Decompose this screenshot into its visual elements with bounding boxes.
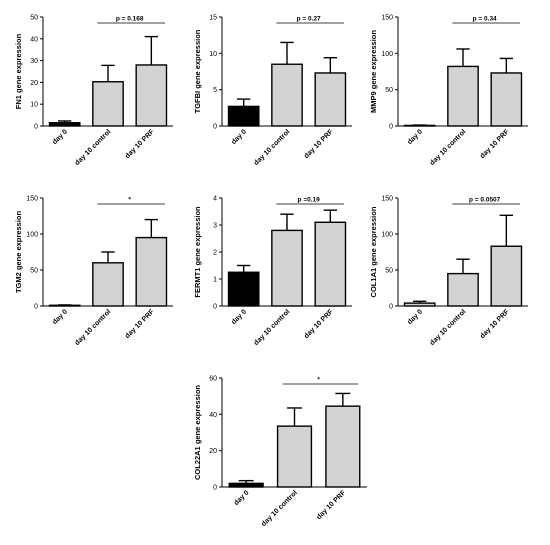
category-label: day 0 [233, 489, 251, 507]
bar [271, 229, 303, 307]
category-label: day 10 control [260, 489, 299, 528]
bar [227, 105, 260, 127]
bar [447, 272, 479, 307]
chart-panel-3: 0 50 100 150 MMP9 gene expression day 0 day 10… [369, 15, 528, 167]
category-label: day 10 PRF [124, 128, 156, 160]
chart-panel-1: 0 10 20 30 40 50 FN1 gene expression day 0 day 1… [14, 15, 173, 167]
y-axis-title: FERMT1 gene expression [193, 206, 202, 298]
category-label: day 10 control [429, 128, 468, 167]
y-tick-label: 40 [209, 412, 217, 419]
category-label: day 10 PRF [316, 489, 348, 521]
bar [403, 302, 436, 307]
bar [227, 271, 260, 307]
category-label: day 0 [230, 308, 248, 326]
category-label: day 10 PRF [303, 128, 335, 160]
y-tick-label: 100 [26, 232, 38, 239]
y-tick-label: 50 [385, 268, 393, 275]
y-tick-label: 60 [209, 376, 217, 383]
y-tick-label: 20 [30, 80, 38, 87]
bar [92, 262, 124, 307]
y-tick-label: 20 [209, 448, 217, 455]
y-tick-label: 10 [30, 102, 38, 109]
y-tick-label: 0 [213, 124, 217, 131]
category-label: day 10 control [429, 308, 468, 347]
y-tick-label: 50 [30, 268, 38, 275]
significance-label: * [317, 377, 320, 384]
chart-panel-5: 0 1 2 3 4 FERMT1 gene expression day 0 day 10 c… [193, 196, 352, 347]
significance-label: p = 0.34 [473, 16, 497, 23]
y-tick-label: 0 [389, 304, 393, 311]
y-tick-label: 1 [213, 277, 217, 284]
y-tick-label: 150 [381, 15, 393, 22]
category-label: day 10 control [253, 128, 292, 167]
significance-label: p = 0.168 [116, 16, 144, 23]
bar [48, 122, 81, 127]
bar [314, 221, 347, 307]
y-tick-label: 100 [381, 51, 393, 58]
y-tick-label: 10 [209, 51, 217, 58]
y-axis-title: COL22A1 gene expression [193, 385, 202, 480]
bar [490, 245, 523, 307]
category-label: day 0 [230, 128, 248, 146]
y-axis-title: TGM2 gene expression [14, 211, 23, 294]
chart-panel-7: 0 20 40 60 COL22A1 gene expression day 0 day 1… [193, 376, 367, 528]
bar [276, 425, 313, 488]
y-tick-label: 2 [213, 250, 217, 257]
y-tick-label: 0 [34, 124, 38, 131]
y-tick-label: 4 [213, 196, 217, 203]
bar [271, 63, 303, 127]
y-tick-label: 50 [385, 87, 393, 94]
bar [92, 81, 124, 127]
significance-label: * [128, 197, 131, 204]
category-label: day 10 control [253, 308, 292, 347]
bar [490, 72, 523, 127]
y-tick-label: 15 [209, 15, 217, 22]
category-label: day 0 [51, 128, 69, 146]
y-tick-label: 50 [30, 15, 38, 22]
bar [228, 482, 264, 488]
y-tick-label: 150 [381, 196, 393, 203]
chart-panel-2: 0 5 10 15 TGFBI gene expression day 0 day 10 c… [193, 15, 352, 167]
y-tick-label: 5 [213, 87, 217, 94]
category-label: day 0 [406, 128, 424, 146]
category-label: day 10 control [74, 308, 113, 347]
y-axis-title: MMP9 gene expression [369, 30, 378, 113]
significance-label: p =0.19 [298, 197, 321, 204]
category-label: day 10 PRF [479, 128, 511, 160]
bar [135, 64, 168, 127]
y-axis-title: TGFBI gene expression [193, 29, 202, 113]
y-tick-label: 40 [30, 36, 38, 43]
category-label: day 10 control [74, 128, 113, 167]
bar [325, 405, 361, 488]
y-tick-label: 150 [26, 196, 38, 203]
y-tick-label: 3 [213, 223, 217, 230]
y-axis-title: FN1 gene expression [14, 33, 23, 109]
category-label: day 10 PRF [124, 308, 156, 340]
bar [135, 236, 168, 307]
category-label: day 0 [406, 308, 424, 326]
significance-label: p = 0.27 [297, 16, 321, 23]
y-tick-label: 100 [381, 232, 393, 239]
bar [447, 65, 479, 127]
y-tick-label: 0 [213, 485, 217, 492]
y-tick-label: 30 [30, 58, 38, 65]
y-tick-label: 0 [213, 304, 217, 311]
category-label: day 10 PRF [303, 308, 335, 340]
y-tick-label: 0 [34, 304, 38, 311]
bar [314, 72, 347, 127]
significance-label: p = 0.0507 [469, 197, 501, 204]
category-label: day 0 [51, 308, 69, 326]
category-label: day 10 PRF [479, 308, 511, 340]
chart-panel-4: 0 50 100 150 TGM2 gene expression day 0 day 10… [14, 196, 173, 347]
y-axis-title: COL1A1 gene expression [369, 206, 378, 297]
y-tick-label: 0 [389, 124, 393, 131]
